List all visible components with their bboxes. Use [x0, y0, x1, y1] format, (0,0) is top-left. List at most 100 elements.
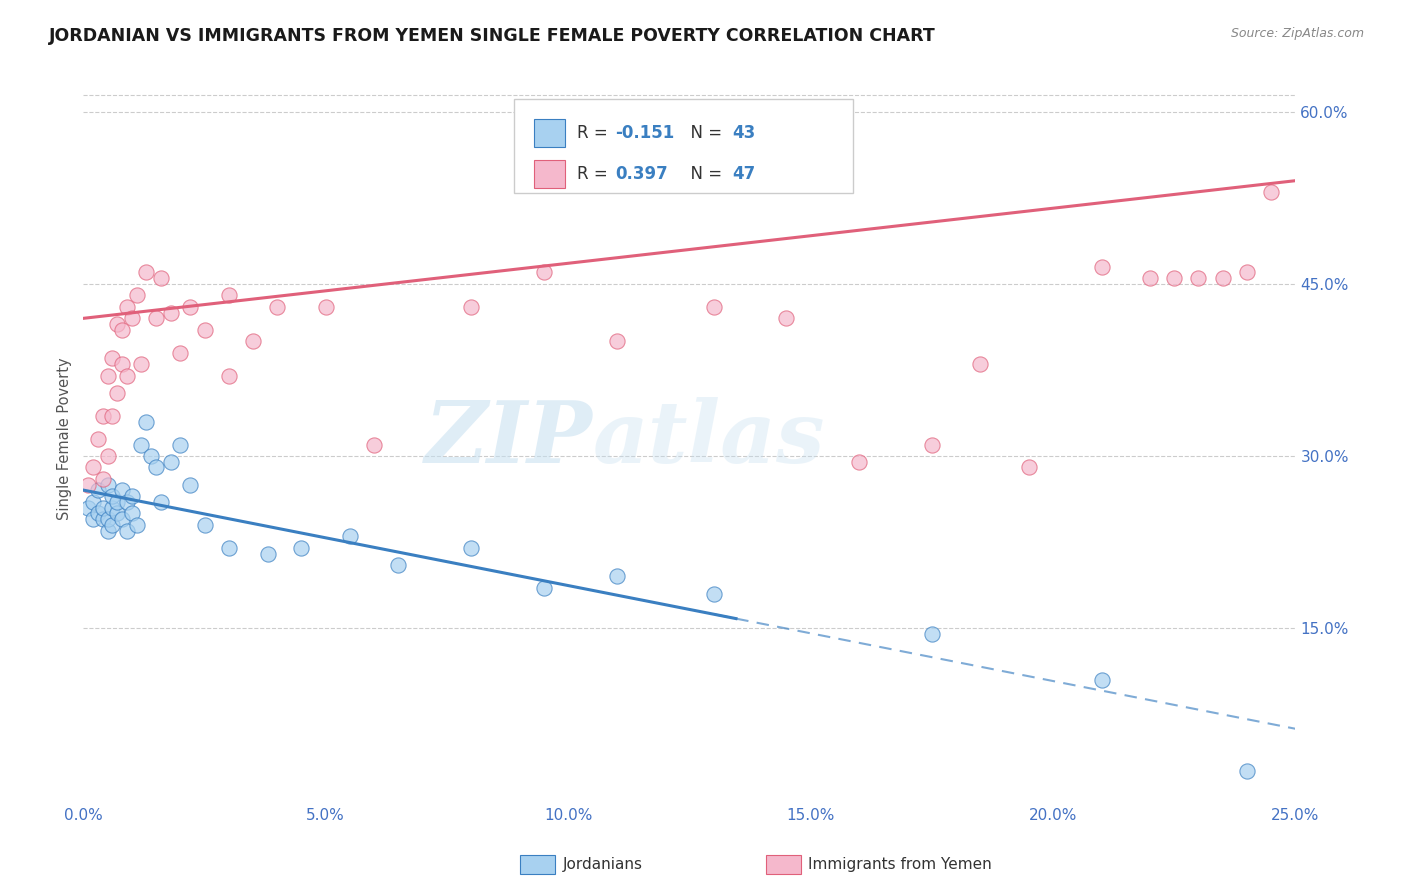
Point [1090, 260, 1112, 274]
Point [101, 489, 124, 503]
Point [87, 507, 110, 521]
Point [159, 455, 181, 469]
Text: N =: N = [679, 165, 727, 183]
Point [101, 351, 124, 366]
Point [91, 500, 114, 515]
Point [115, 495, 138, 509]
Point [111, 483, 134, 498]
Text: Immigrants from Yemen: Immigrants from Yemen [808, 857, 993, 871]
Bar [534, 120, 565, 147]
Point [533, 265, 555, 279]
Point [1090, 673, 1112, 687]
Text: atlas: atlas [592, 397, 825, 481]
Point [218, 541, 240, 555]
Point [91, 409, 114, 423]
Point [149, 271, 172, 285]
Point [115, 524, 138, 538]
Text: ZIP: ZIP [425, 397, 592, 481]
Point [121, 489, 143, 503]
Text: Source: ZipAtlas.com: Source: ZipAtlas.com [1230, 27, 1364, 40]
Point [606, 569, 628, 583]
Point [1163, 271, 1185, 285]
Point [77, 477, 100, 491]
Point [87, 432, 110, 446]
FancyBboxPatch shape [513, 99, 853, 193]
Point [363, 437, 385, 451]
Point [339, 529, 361, 543]
Point [96, 477, 118, 491]
Text: 0.397: 0.397 [616, 165, 668, 183]
Point [218, 288, 240, 302]
Point [105, 317, 128, 331]
Point [135, 265, 157, 279]
Point [1260, 185, 1282, 199]
Point [91, 512, 114, 526]
Point [179, 477, 201, 491]
Point [169, 437, 191, 451]
Text: JORDANIAN VS IMMIGRANTS FROM YEMEN SINGLE FEMALE POVERTY CORRELATION CHART: JORDANIAN VS IMMIGRANTS FROM YEMEN SINGL… [49, 27, 936, 45]
Point [315, 300, 337, 314]
Point [145, 311, 167, 326]
Point [256, 547, 278, 561]
Point [1236, 265, 1258, 279]
Point [125, 288, 148, 302]
Point [387, 558, 409, 572]
Bar [534, 161, 565, 187]
Point [606, 334, 628, 349]
Point [921, 627, 943, 641]
Point [179, 300, 201, 314]
Point [91, 472, 114, 486]
Point [96, 512, 118, 526]
Point [218, 368, 240, 383]
Point [775, 311, 797, 326]
Text: R =: R = [576, 165, 613, 183]
Point [115, 368, 138, 383]
Point [921, 437, 943, 451]
Point [121, 507, 143, 521]
Point [115, 300, 138, 314]
Point [82, 495, 104, 509]
Point [96, 524, 118, 538]
Point [121, 311, 143, 326]
Point [1018, 460, 1040, 475]
Point [96, 368, 118, 383]
Point [1236, 764, 1258, 779]
Point [533, 581, 555, 595]
Point [969, 357, 991, 371]
Point [111, 323, 134, 337]
Text: R =: R = [576, 124, 613, 142]
Text: Jordanians: Jordanians [562, 857, 643, 871]
Point [135, 415, 157, 429]
Text: 43: 43 [731, 124, 755, 142]
Point [848, 455, 870, 469]
Point [96, 449, 118, 463]
Point [105, 385, 128, 400]
Point [105, 495, 128, 509]
Point [149, 495, 172, 509]
Point [159, 305, 181, 319]
Point [242, 334, 264, 349]
Text: -0.151: -0.151 [616, 124, 675, 142]
Point [1139, 271, 1161, 285]
Point [290, 541, 312, 555]
Point [460, 300, 482, 314]
Point [131, 357, 153, 371]
Point [105, 507, 128, 521]
Point [87, 483, 110, 498]
Point [1187, 271, 1209, 285]
Point [460, 541, 482, 555]
Point [125, 517, 148, 532]
Point [141, 449, 163, 463]
Point [77, 500, 100, 515]
Text: 47: 47 [731, 165, 755, 183]
Point [111, 357, 134, 371]
Point [101, 500, 124, 515]
Point [82, 460, 104, 475]
Point [266, 300, 288, 314]
Point [101, 517, 124, 532]
Point [145, 460, 167, 475]
Point [101, 409, 124, 423]
Point [703, 300, 725, 314]
Text: N =: N = [679, 124, 727, 142]
Y-axis label: Single Female Poverty: Single Female Poverty [58, 358, 72, 520]
